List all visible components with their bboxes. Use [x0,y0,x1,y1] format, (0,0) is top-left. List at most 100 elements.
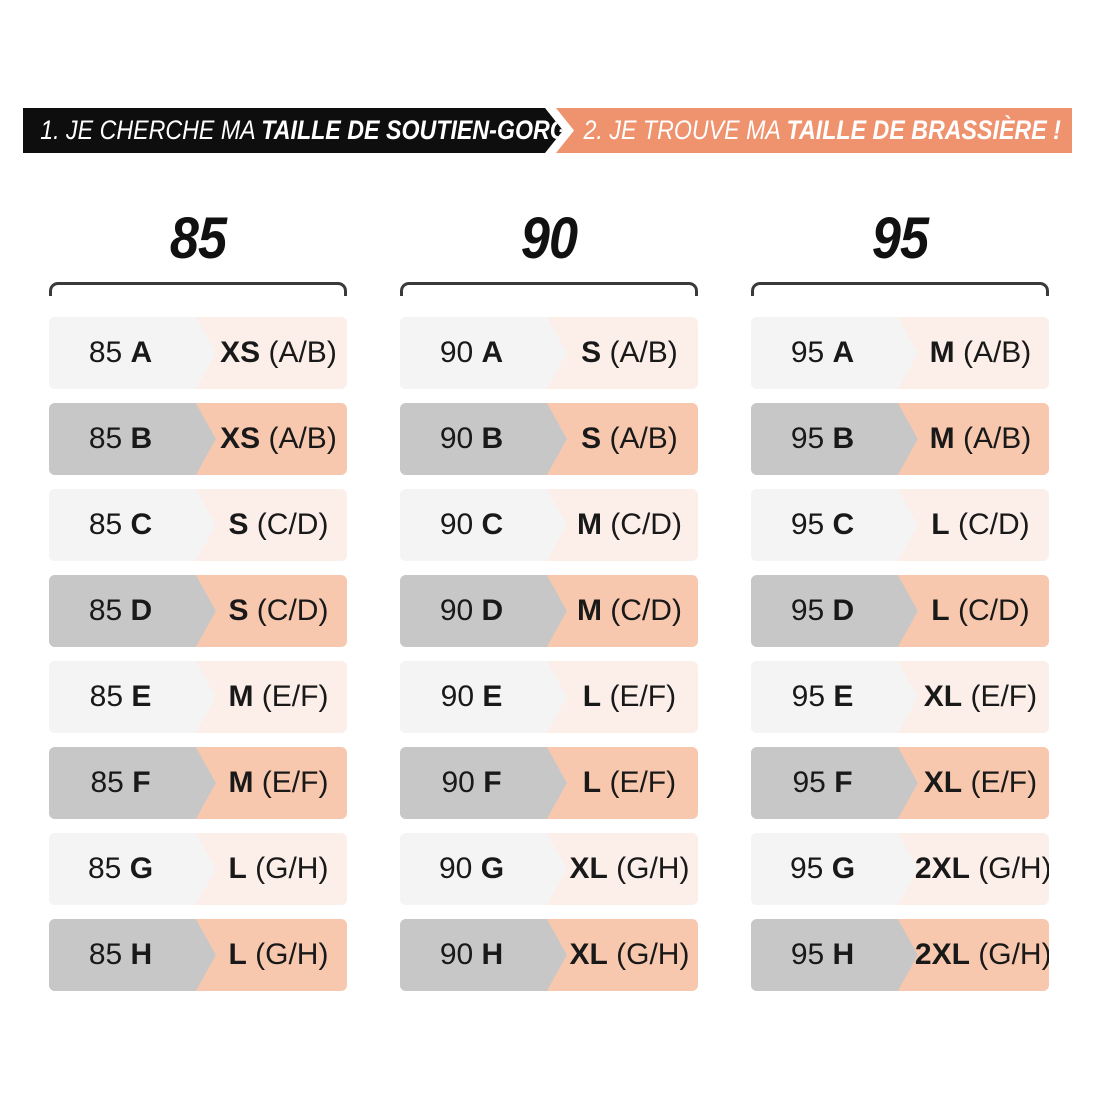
bra-size-cell [400,575,567,647]
bra-size-label: 95 D [790,594,855,627]
step1-prefix: 1. JE CHERCHE MA [40,115,262,145]
column-bracket [751,282,1049,296]
column-header: 85 [169,206,227,271]
bralette-size-label: XL (E/F) [923,766,1038,799]
bralette-size-label: L (C/D) [931,508,1030,541]
bra-size-label: 85 G [87,852,154,885]
size-row-95A: 95 A M (A/B) [751,317,1049,389]
rows-container: 85 A XS (A/B) 85 B XS (A/B) 85 C S (C/D) 85 D S… [49,317,347,991]
bralette-size-label: S (C/D) [228,594,329,627]
size-row-95C: 95 C L (C/D) [751,489,1049,561]
bra-size-cell [49,747,216,819]
bra-size-label: 90 A [439,336,504,369]
size-row-95G: 95 G 2XL (G/H) [751,833,1049,905]
bra-size-label: 90 D [439,594,504,627]
step1-bold: TAILLE DE SOUTIEN-GORGE... [261,115,603,145]
size-row-95D: 95 D L (C/D) [751,575,1049,647]
size-row-85B: 85 B XS (A/B) [49,403,347,475]
bra-size-cell [49,833,216,905]
bra-size-cell [400,489,567,561]
bra-size-cell [400,919,567,991]
step2-prefix: 2. JE TROUVE MA [583,115,787,145]
bralette-size-label: L (C/D) [931,594,1030,627]
bra-size-cell [49,575,216,647]
bralette-size-label: M (A/B) [929,422,1032,455]
column-header: 90 [520,206,578,271]
bra-size-label: 95 C [790,508,855,541]
bralette-size-label: S (A/B) [581,422,678,455]
bralette-size-label: M (E/F) [228,680,329,713]
size-row-90E: 90 E L (E/F) [400,661,698,733]
size-row-90F: 90 F L (E/F) [400,747,698,819]
bralette-size-label: S (C/D) [228,508,329,541]
bra-size-cell [400,317,567,389]
bra-size-label: 95 F [792,766,853,799]
size-row-85G: 85 G L (G/H) [49,833,347,905]
step2-banner-text: 2. JE TROUVE MA TAILLE DE BRASSIÈRE ! [556,115,1061,146]
bralette-size-label: XL (G/H) [569,852,690,885]
bra-size-label: 85 C [88,508,153,541]
size-row-90G: 90 G XL (G/H) [400,833,698,905]
size-row-85C: 85 C S (C/D) [49,489,347,561]
step2-bold: TAILLE DE BRASSIÈRE ! [786,115,1061,145]
size-row-85A: 85 A XS (A/B) [49,317,347,389]
size-row-90B: 90 B S (A/B) [400,403,698,475]
bralette-size-label: S (A/B) [581,336,678,369]
column-bracket [49,282,347,296]
size-row-85D: 85 D S (C/D) [49,575,347,647]
bralette-size-label: L (G/H) [228,852,329,885]
bra-size-label: 90 H [439,938,504,971]
bralette-size-label: M (C/D) [576,594,682,627]
step1-banner: 1. JE CHERCHE MA TAILLE DE SOUTIEN-GORGE… [23,108,563,153]
bralette-size-label: L (E/F) [582,766,677,799]
bra-size-cell [751,919,918,991]
size-row-85H: 85 H L (G/H) [49,919,347,991]
bra-size-cell [400,833,567,905]
bra-size-cell [751,833,918,905]
size-row-95E: 95 E XL (E/F) [751,661,1049,733]
bralette-size-label: XL (G/H) [569,938,690,971]
bra-size-label: 90 F [441,766,502,799]
size-row-85F: 85 F M (E/F) [49,747,347,819]
bra-size-label: 90 G [438,852,505,885]
size-row-95H: 95 H 2XL (G/H) [751,919,1049,991]
bra-size-label: 90 C [439,508,504,541]
size-row-90D: 90 D M (C/D) [400,575,698,647]
bra-size-cell [400,747,567,819]
bra-size-label: 85 B [88,422,153,455]
bra-size-label: 85 H [88,938,153,971]
size-row-90A: 90 A S (A/B) [400,317,698,389]
step2-banner: 2. JE TROUVE MA TAILLE DE BRASSIÈRE ! [556,108,1072,153]
bra-size-cell [49,403,216,475]
bralette-size-label: 2XL (G/H) [914,938,1049,971]
column-bracket [400,282,698,296]
bralette-size-label: L (E/F) [582,680,677,713]
bra-size-cell [751,489,918,561]
size-row-90H: 90 H XL (G/H) [400,919,698,991]
bralette-size-label: M (C/D) [576,508,682,541]
bra-size-label: 85 A [88,336,153,369]
bralette-size-label: M (A/B) [929,336,1032,369]
bralette-size-label: L (G/H) [228,938,329,971]
rows-container: 95 A M (A/B) 95 B M (A/B) 95 C L (C/D) 95 D L (… [751,317,1049,991]
bra-size-cell [751,661,918,733]
bra-size-label: 90 E [440,680,503,713]
size-row-85E: 85 E M (E/F) [49,661,347,733]
bra-size-label: 95 A [790,336,855,369]
bra-size-label: 85 F [90,766,151,799]
bra-size-label: 95 E [791,680,854,713]
bralette-size-label: M (E/F) [228,766,329,799]
size-row-95B: 95 B M (A/B) [751,403,1049,475]
bra-size-cell [400,661,567,733]
bra-size-label: 95 H [790,938,855,971]
bra-size-cell [400,403,567,475]
bra-size-label: 85 E [89,680,152,713]
size-row-90C: 90 C M (C/D) [400,489,698,561]
bra-size-cell [751,403,918,475]
step1-banner-text: 1. JE CHERCHE MA TAILLE DE SOUTIEN-GORGE… [23,115,603,146]
bra-size-cell [49,489,216,561]
bra-size-cell [751,747,918,819]
bra-size-cell [751,317,918,389]
